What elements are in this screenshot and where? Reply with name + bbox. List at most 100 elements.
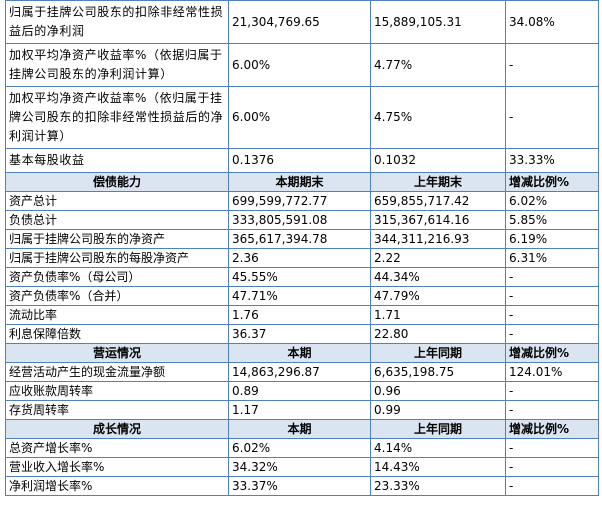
row-label: 经营活动产生的现金流量净额 <box>5 362 229 382</box>
row-label: 资产负债率%（母公司） <box>5 267 229 287</box>
cell: - <box>505 438 599 458</box>
cell: 6.00% <box>228 43 371 87</box>
table-row: 总资产增长率% 6.02% 4.14% - <box>5 438 599 458</box>
cell: 14.43% <box>370 457 506 477</box>
table-row: 应收账款周转率 0.89 0.96- <box>5 381 599 401</box>
row-label: 总资产增长率% <box>5 438 229 458</box>
cell: - <box>505 381 599 401</box>
table-row: 归属于挂牌公司股东的每股净资产 2.36 2.22 6.31% <box>5 248 599 268</box>
table-row: 资产负债率%（母公司） 45.55% 44.34% - <box>5 267 599 287</box>
table-row: 经营活动产生的现金流量净额 14,863,296.87 6,635,198.75 12… <box>5 362 599 382</box>
table-row: 利息保障倍数 36.37 22.80- <box>5 324 599 344</box>
cell: 34.32% <box>228 457 371 477</box>
cell: 47.71% <box>228 286 371 306</box>
row-label: 负债总计 <box>5 210 229 230</box>
table-row: 营业收入增长率% 34.32% 14.43% - <box>5 457 599 477</box>
cell: 365,617,394.78 <box>228 229 371 249</box>
row-label: 资产总计 <box>5 191 229 211</box>
cell: 23.33% <box>370 476 506 496</box>
table-row: 净利润增长率% 33.37% 23.33% - <box>5 476 599 496</box>
cell: 6.31% <box>505 248 599 268</box>
cell: 上年同期 <box>370 343 506 363</box>
cell: 34.08% <box>505 0 599 44</box>
cell: 0.1032 <box>370 148 506 173</box>
row-label: 加权平均净资产收益率%（依归属于挂牌公司股东的扣除非经常性损益后的净利润计算） <box>5 86 229 149</box>
cell: 33.37% <box>228 476 371 496</box>
table-row: 负债总计 333,805,591.08 315,367,614.16 5.85% <box>5 210 599 230</box>
cell: 4.75% <box>370 86 506 149</box>
cell: - <box>505 305 599 325</box>
cell: 增减比例% <box>505 172 599 192</box>
row-label: 成长情况 <box>5 419 229 439</box>
cell: 0.99 <box>370 400 506 420</box>
row-label: 归属于挂牌公司股东的净资产 <box>5 229 229 249</box>
cell: 36.37 <box>228 324 371 344</box>
row-label: 基本每股收益 <box>5 148 229 173</box>
cell: 本期 <box>228 419 371 439</box>
row-label: 流动比率 <box>5 305 229 325</box>
cell: 增减比例% <box>505 343 599 363</box>
cell: 2.22 <box>370 248 506 268</box>
row-label: 归属于挂牌公司股东的每股净资产 <box>5 248 229 268</box>
cell: 47.79% <box>370 286 506 306</box>
section-header-row: 营运情况 本期 上年同期 增减比例% <box>5 343 599 363</box>
table-body: 归属于挂牌公司股东的扣除非经常性损益后的净利润 21,304,769.65 15,8… <box>5 0 599 496</box>
table-row: 存货周转率 1.17 0.99- <box>5 400 599 420</box>
cell: 1.17 <box>228 400 371 420</box>
cell: - <box>505 86 599 149</box>
section-header-row: 成长情况 本期 上年同期 增减比例% <box>5 419 599 439</box>
row-label: 存货周转率 <box>5 400 229 420</box>
row-label: 归属于挂牌公司股东的扣除非经常性损益后的净利润 <box>5 0 229 44</box>
cell: 44.34% <box>370 267 506 287</box>
financial-table: 归属于挂牌公司股东的扣除非经常性损益后的净利润 21,304,769.65 15,8… <box>5 0 599 496</box>
cell: - <box>505 400 599 420</box>
cell: 4.77% <box>370 43 506 87</box>
cell: 本期 <box>228 343 371 363</box>
table-row: 归属于挂牌公司股东的扣除非经常性损益后的净利润 21,304,769.65 15,8… <box>5 0 599 44</box>
cell: 6.00% <box>228 86 371 149</box>
cell: 333,805,591.08 <box>228 210 371 230</box>
cell: 15,889,105.31 <box>370 0 506 44</box>
cell: 6,635,198.75 <box>370 362 506 382</box>
table-row: 基本每股收益 0.1376 0.1032 33.33% <box>5 148 599 173</box>
table-row: 资产负债率%（合并） 47.71% 47.79% - <box>5 286 599 306</box>
cell: - <box>505 457 599 477</box>
cell: 0.96 <box>370 381 506 401</box>
cell: 0.1376 <box>228 148 371 173</box>
row-label: 利息保障倍数 <box>5 324 229 344</box>
table-row: 加权平均净资产收益率%（依据归属于挂牌公司股东的净利润计算） 6.00% 4.77%… <box>5 43 599 87</box>
cell: 增减比例% <box>505 419 599 439</box>
cell: 22.80 <box>370 324 506 344</box>
cell: 4.14% <box>370 438 506 458</box>
cell: 上年期末 <box>370 172 506 192</box>
cell: 659,855,717.42 <box>370 191 506 211</box>
cell: - <box>505 267 599 287</box>
cell: 1.76 <box>228 305 371 325</box>
cell: 6.19% <box>505 229 599 249</box>
table-row: 加权平均净资产收益率%（依归属于挂牌公司股东的扣除非经常性损益后的净利润计算） 6… <box>5 86 599 149</box>
cell: 0.89 <box>228 381 371 401</box>
row-label: 净利润增长率% <box>5 476 229 496</box>
cell: 315,367,614.16 <box>370 210 506 230</box>
section-header-row: 偿债能力 本期期末 上年期末 增减比例% <box>5 172 599 192</box>
cell: 699,599,772.77 <box>228 191 371 211</box>
cell: - <box>505 476 599 496</box>
cell: 45.55% <box>228 267 371 287</box>
table-row: 资产总计 699,599,772.77 659,855,717.42 6.02% <box>5 191 599 211</box>
table-row: 流动比率 1.76 1.71- <box>5 305 599 325</box>
cell: 上年同期 <box>370 419 506 439</box>
cell: 2.36 <box>228 248 371 268</box>
cell: - <box>505 286 599 306</box>
row-label: 加权平均净资产收益率%（依据归属于挂牌公司股东的净利润计算） <box>5 43 229 87</box>
cell: 14,863,296.87 <box>228 362 371 382</box>
row-label: 营运情况 <box>5 343 229 363</box>
cell: 6.02% <box>505 191 599 211</box>
cell: - <box>505 43 599 87</box>
row-label: 偿债能力 <box>5 172 229 192</box>
cell: 124.01% <box>505 362 599 382</box>
cell: 1.71 <box>370 305 506 325</box>
row-label: 应收账款周转率 <box>5 381 229 401</box>
cell: 5.85% <box>505 210 599 230</box>
cell: 6.02% <box>228 438 371 458</box>
cell: 本期期末 <box>228 172 371 192</box>
